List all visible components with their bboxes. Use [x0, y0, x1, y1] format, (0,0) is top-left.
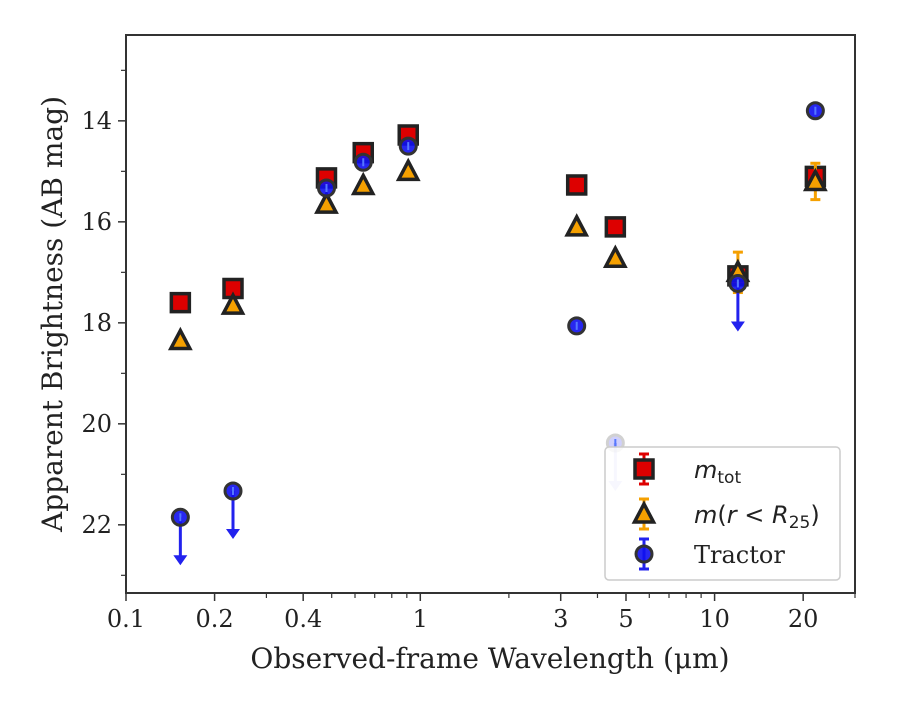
x-tick-label: 1: [413, 605, 428, 633]
upper-limit-arrowhead: [173, 555, 188, 566]
legend-label: m(r < R25): [694, 501, 820, 533]
legend-marker: [631, 500, 657, 524]
y-tick-label: 22: [81, 511, 112, 539]
y-axis-label: Apparent Brightness (AB mag): [36, 96, 69, 533]
legend-marker: [634, 544, 654, 564]
legend-label: Tractor: [694, 541, 785, 569]
data-point: [564, 213, 590, 237]
upper-limit-arrowhead: [730, 321, 745, 332]
x-tick-label: 0.1: [107, 605, 145, 633]
data-point: [395, 157, 421, 182]
data-point: [802, 167, 828, 192]
x-tick-label: 0.2: [196, 605, 234, 633]
legend-entry-square: mtot: [633, 452, 741, 488]
data-point: [604, 216, 627, 238]
axis-ticks: 0.1 0.2 0.4 1 3 5 10 20 14 16 18 20 22: [81, 69, 856, 633]
legend-entry-circle: Tractor: [634, 537, 785, 571]
y-tick-label: 16: [81, 208, 112, 236]
x-tick-label: 20: [788, 605, 819, 633]
legend-label: mtot: [694, 456, 741, 488]
legend-box: [604, 446, 841, 581]
x-tick-label: 3: [553, 605, 568, 633]
y-tick-label: 14: [81, 107, 112, 135]
legend: mtot m(r < R25) Tractor: [604, 446, 841, 581]
data-marks: [167, 101, 828, 566]
data-point: [167, 326, 193, 351]
x-tick-label: 10: [699, 605, 730, 633]
plot-frame: [125, 34, 856, 594]
y-tick-label: 20: [81, 410, 112, 438]
upper-limit-arrowhead: [226, 528, 241, 539]
x-tick-label: 5: [618, 605, 633, 633]
legend-marker: [633, 458, 655, 480]
data-point: [220, 291, 246, 315]
data-point: [169, 291, 192, 314]
x-tick-label: 0.4: [284, 605, 322, 633]
x-axis-label: Observed-frame Wavelength (μm): [250, 642, 729, 675]
legend-entry-triangle: m(r < R25): [631, 497, 820, 533]
data-point: [602, 244, 628, 268]
data-point: [350, 171, 376, 196]
y-tick-label: 18: [81, 309, 112, 337]
data-point: [314, 190, 339, 214]
data-point: [565, 174, 588, 196]
